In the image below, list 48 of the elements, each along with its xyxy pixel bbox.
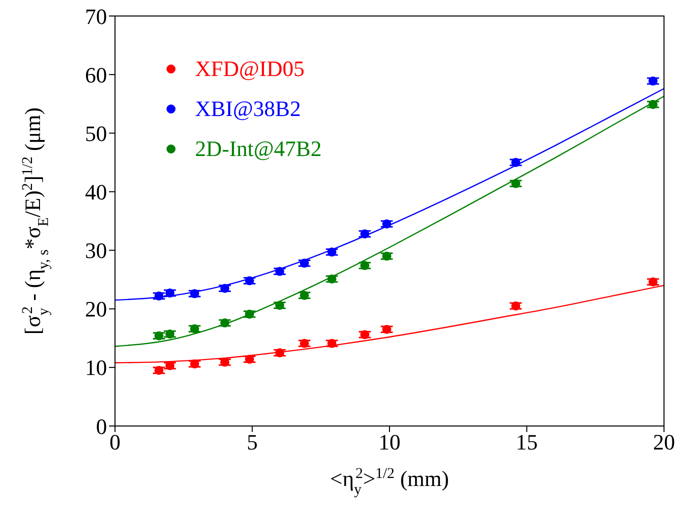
point [648,76,658,86]
point [300,290,309,300]
point [220,318,230,328]
x-tick-label: 5 [246,430,258,455]
point [511,179,520,188]
y-tick-label: 20 [85,296,107,322]
point [360,229,370,238]
y-tick-label: 30 [85,238,107,264]
point [382,252,392,261]
point [327,338,336,348]
y-tick-label: 0 [96,414,107,439]
point [244,354,254,364]
point [511,301,520,310]
point [190,324,200,334]
point [244,276,254,286]
point [360,261,370,270]
point [275,266,284,276]
legend-label: XBI@38B2 [195,96,301,122]
point [648,277,658,286]
y-tick-label: 40 [85,180,107,205]
x-tick-label: 20 [653,430,675,455]
point [360,330,370,340]
point [275,300,284,310]
y-tick-label: 50 [85,120,107,146]
point [327,274,336,284]
point [220,284,230,293]
y-tick-label: 10 [85,355,107,380]
point [300,338,309,348]
point [220,358,230,367]
point [648,100,658,109]
point [244,310,254,319]
y-tick-label: 60 [85,62,107,88]
point [382,324,392,334]
line-series [115,88,664,301]
point [382,219,392,228]
legend-label: 2D-Int@47B2 [195,136,322,162]
x-axis-title: <η$_{y}$$^{2}$>$^{1/2}$ (mm) [330,466,449,498]
y-tick-label: 70 [85,4,107,29]
line-series [115,96,664,347]
point [190,359,200,368]
point [511,158,520,167]
point [190,289,200,298]
x-tick-label: 15 [516,430,538,455]
point [327,248,336,257]
point [275,348,284,358]
x-tick-label: 10 [378,430,400,455]
legend-label: XFD@ID05 [195,56,304,82]
point [300,258,309,268]
